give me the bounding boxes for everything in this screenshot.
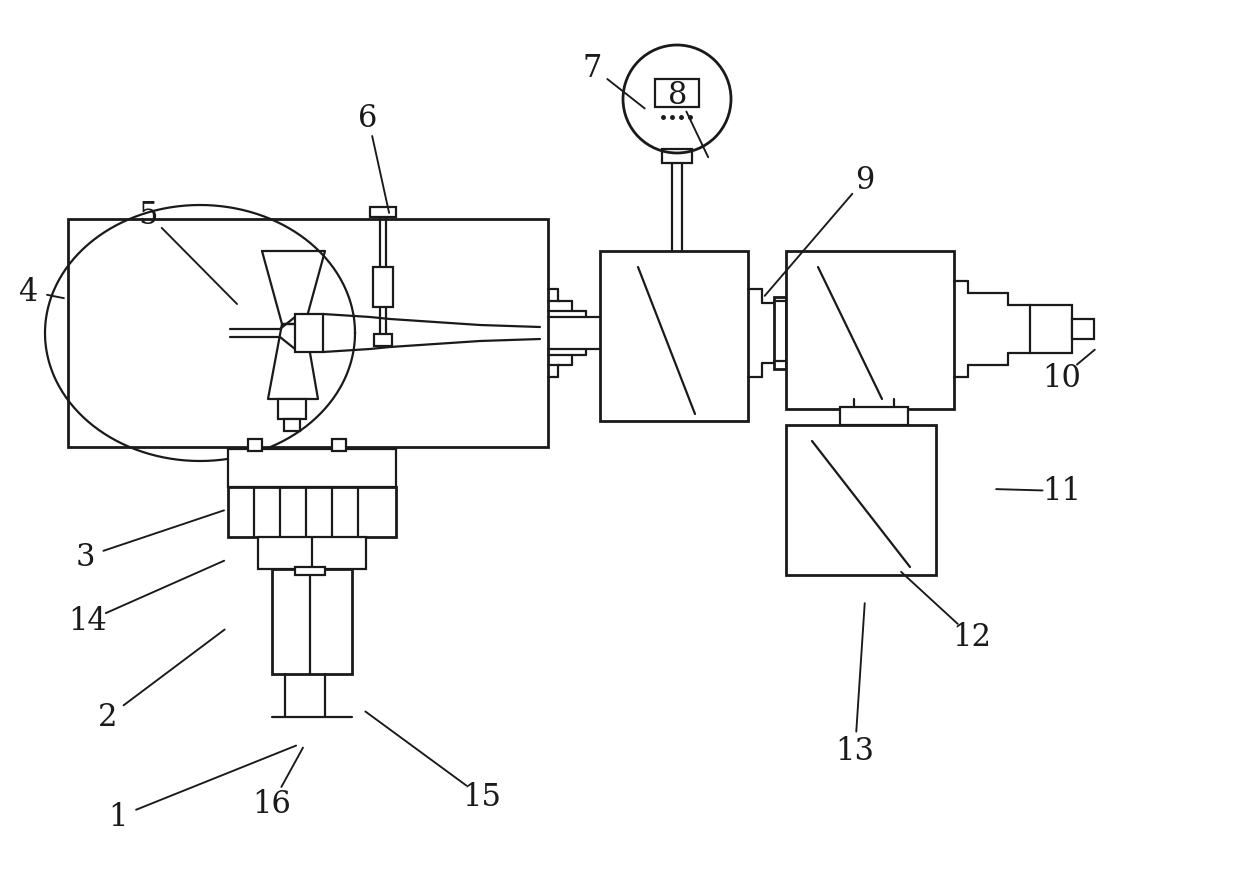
- Bar: [1073, 320, 1094, 340]
- Bar: [786, 426, 936, 576]
- Text: 9: 9: [856, 164, 874, 195]
- Bar: [228, 487, 396, 537]
- Text: 3: 3: [76, 542, 94, 573]
- Bar: [295, 568, 325, 576]
- Text: 8: 8: [668, 80, 688, 110]
- Bar: [258, 537, 366, 569]
- Bar: [774, 298, 786, 369]
- Text: 10: 10: [1043, 362, 1081, 393]
- Text: 7: 7: [583, 53, 601, 83]
- Text: 4: 4: [19, 276, 37, 308]
- Bar: [228, 450, 396, 487]
- Text: 6: 6: [358, 103, 378, 133]
- Bar: [284, 419, 300, 432]
- Text: 14: 14: [68, 606, 108, 637]
- Bar: [295, 315, 322, 352]
- Text: 5: 5: [138, 199, 157, 231]
- Text: 12: 12: [952, 622, 992, 653]
- Text: 15: 15: [463, 781, 501, 813]
- Bar: [600, 252, 748, 422]
- Bar: [272, 569, 352, 674]
- Bar: [374, 334, 392, 347]
- Text: 13: 13: [836, 736, 874, 767]
- Text: 16: 16: [253, 789, 291, 820]
- Bar: [1030, 306, 1073, 354]
- Bar: [839, 408, 908, 426]
- Bar: [370, 207, 396, 218]
- Bar: [786, 252, 954, 409]
- Bar: [332, 440, 346, 451]
- Bar: [662, 150, 692, 164]
- Bar: [655, 80, 699, 108]
- Text: 11: 11: [1043, 476, 1081, 507]
- Bar: [373, 267, 393, 308]
- Text: 1: 1: [108, 802, 128, 832]
- Bar: [68, 220, 548, 448]
- Text: 2: 2: [98, 702, 118, 733]
- Bar: [278, 400, 306, 419]
- Bar: [248, 440, 262, 451]
